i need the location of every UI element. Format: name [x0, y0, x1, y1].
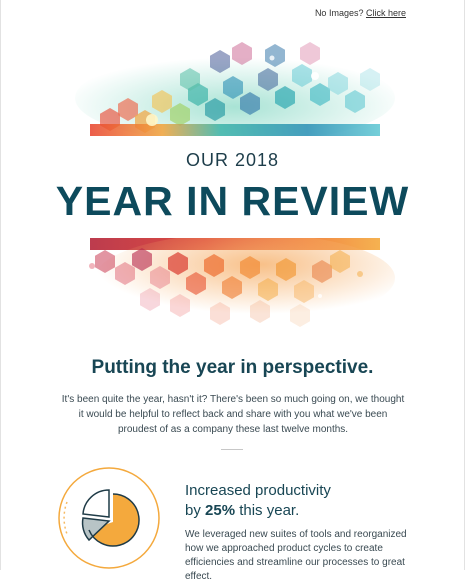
no-images-text: No Images? [314, 8, 364, 18]
section-divider [221, 449, 243, 450]
stat-heading-line1: Increased productivity [185, 482, 331, 499]
stat-heading: Increased productivity by 25% this year. [185, 481, 415, 521]
stat-value: 25% [205, 502, 236, 519]
stat-body: We leveraged new suites of tools and reo… [185, 529, 407, 582]
hero-hexagon-art-top [75, 42, 395, 136]
click-here-link[interactable]: Click here [365, 8, 406, 18]
intro-paragraph: It's been quite the year, hasn't it? The… [61, 394, 405, 435]
hero-overline: OUR 2018 [185, 150, 280, 170]
section-title: Putting the year in perspective. [91, 357, 374, 378]
stat-heading-prefix: by [185, 502, 201, 519]
hero-hexagon-art-bottom [89, 238, 395, 327]
pie-chart-icon [58, 467, 160, 569]
no-images-bar: No Images? Click here [315, 8, 406, 18]
stat-heading-suffix: this year. [239, 502, 300, 519]
hero-headline: YEAR IN REVIEW [55, 178, 410, 224]
